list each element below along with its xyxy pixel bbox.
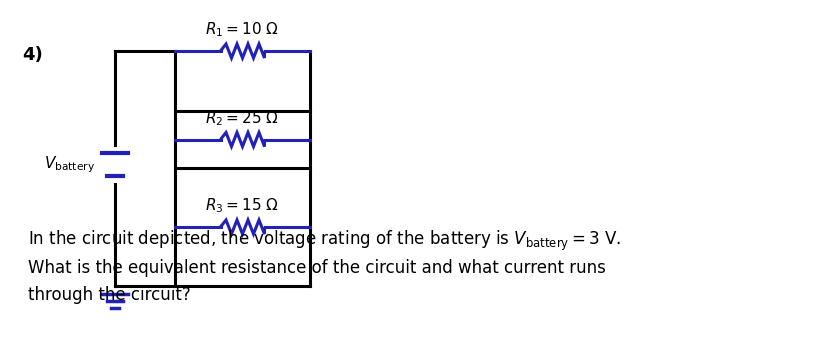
- Text: $V_{\mathrm{battery}}$: $V_{\mathrm{battery}}$: [44, 154, 95, 175]
- Text: In the circuit depicted, the voltage rating of the battery is $V_{\mathrm{batter: In the circuit depicted, the voltage rat…: [28, 229, 621, 253]
- Text: 4): 4): [22, 46, 43, 64]
- Text: What is the equivalent resistance of the circuit and what current runs: What is the equivalent resistance of the…: [28, 259, 606, 277]
- Text: $R_2 = 25\ \Omega$: $R_2 = 25\ \Omega$: [205, 109, 279, 127]
- Text: $R_1 = 10\ \Omega$: $R_1 = 10\ \Omega$: [205, 20, 279, 39]
- Text: $R_3 = 15\ \Omega$: $R_3 = 15\ \Omega$: [205, 196, 279, 215]
- Text: through the circuit?: through the circuit?: [28, 286, 190, 304]
